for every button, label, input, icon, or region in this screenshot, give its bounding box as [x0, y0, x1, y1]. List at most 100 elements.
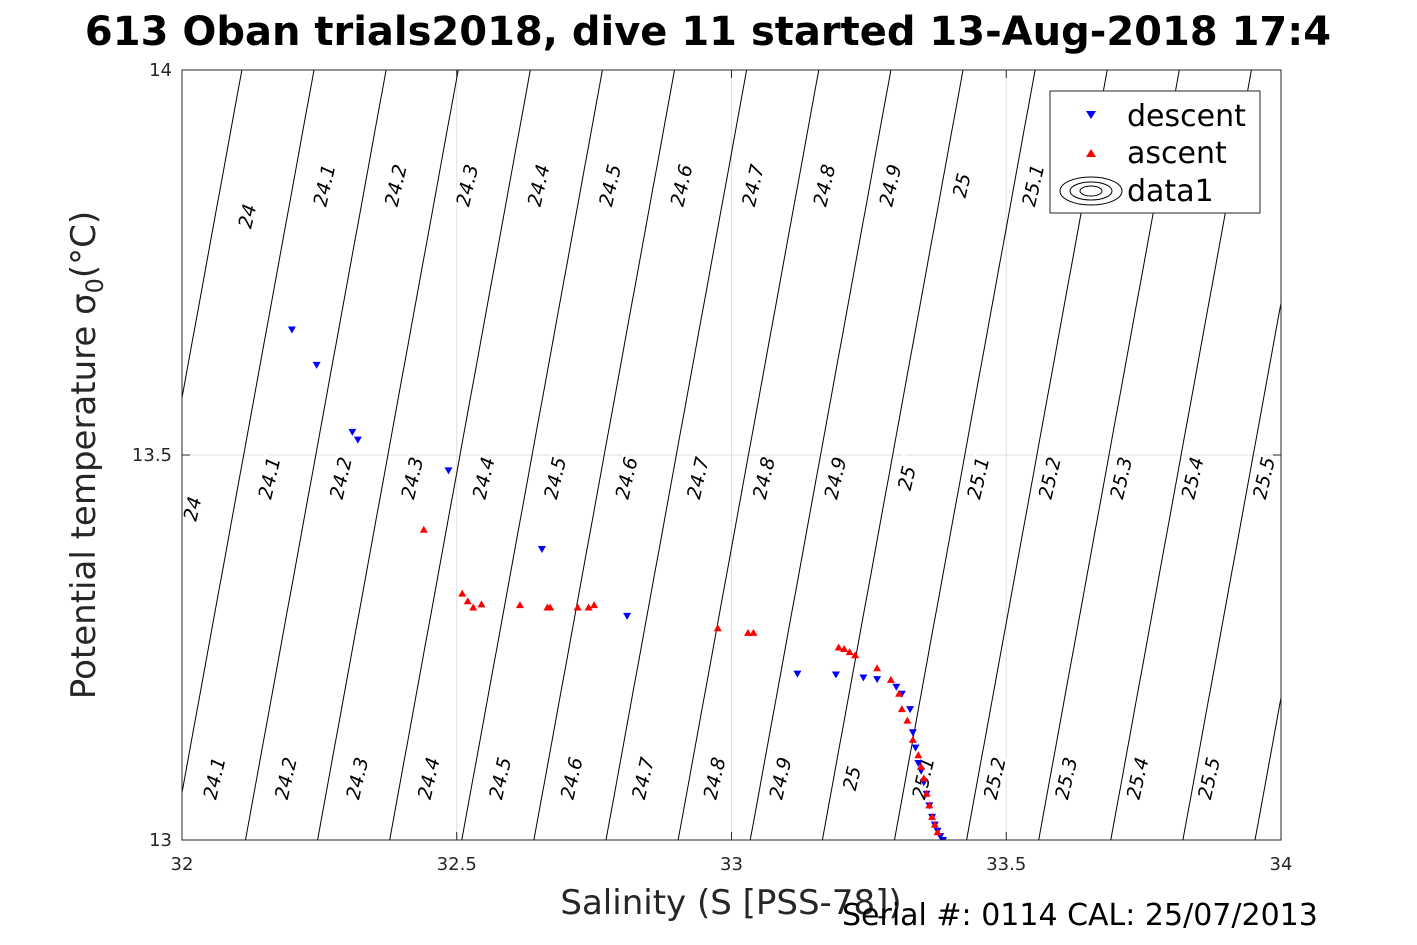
legend: descent ascent data1: [1049, 90, 1261, 214]
contour-label-bg: [1123, 754, 1153, 803]
contour-label-bg: [1106, 454, 1137, 502]
descent-point: [831, 671, 840, 679]
contour-label-bg: [628, 754, 659, 803]
contour-label-bg: [271, 754, 302, 803]
contour-label: 24: [235, 202, 262, 231]
contour-label-bg: [810, 161, 840, 210]
contour-line: [605, 70, 748, 840]
y-tick-label: 14: [149, 60, 172, 81]
ascent-point: [834, 643, 843, 651]
contour-label-bg: [178, 485, 208, 533]
chart-title: 613 Oban trials2018, dive 11 started 13-…: [85, 9, 1331, 55]
descent-point: [873, 676, 882, 684]
y-axis-ticks: 13 13.5 14: [132, 60, 1281, 851]
y-axis-label-subscript: 0: [81, 278, 109, 293]
descent-point: [312, 361, 321, 369]
contour-label-bg: [892, 454, 923, 502]
contour-label-bg: [326, 454, 357, 502]
ascent-point: [463, 597, 472, 605]
legend-ascent-marker: [1086, 149, 1096, 157]
contour-label-bg: [821, 454, 851, 502]
contour-label-bg: [1019, 161, 1049, 210]
contour-label-bg: [310, 161, 340, 210]
contour-line: [245, 70, 387, 840]
x-tick-label: 33.5: [986, 854, 1026, 875]
contour-label-bg: [414, 754, 444, 803]
contour-label-bg: [255, 454, 285, 502]
descent-point: [914, 760, 923, 767]
contour-label-bg: [595, 161, 626, 210]
contour-line: [1254, 695, 1281, 840]
contour-label-bg: [381, 161, 411, 210]
ascent-point: [546, 603, 555, 611]
contour-label: 24: [180, 495, 207, 524]
contour-label-bg: [612, 454, 642, 502]
contour-label-bg: [700, 754, 730, 803]
descent-point: [892, 683, 901, 691]
ascent-point: [873, 664, 882, 672]
contour-label-bg: [964, 454, 994, 502]
serial-calibration-text: Serial #: 0114 CAL: 25/07/2013: [842, 898, 1318, 933]
contour-label-bg: [1052, 754, 1082, 803]
ascent-point: [917, 762, 926, 770]
contour-label-bg: [233, 192, 263, 240]
legend-descent-marker: [1086, 111, 1096, 119]
y-axis-label-unit: (°C): [64, 211, 104, 278]
ascent-point: [922, 789, 931, 797]
descent-point: [537, 545, 546, 553]
contour-label-bg: [947, 161, 977, 210]
legend-descent-label: descent: [1127, 99, 1246, 134]
ascent-point: [886, 675, 895, 683]
contour-label-bg: [667, 161, 697, 210]
contour-label-bg: [980, 754, 1010, 803]
ascent-point: [933, 828, 942, 836]
ascent-point: [914, 751, 923, 759]
contour-label: 25: [949, 171, 976, 200]
legend-box: [1049, 90, 1261, 214]
ascent-point: [713, 624, 722, 632]
descent-point: [353, 436, 362, 444]
ascent-point: [584, 603, 593, 611]
contour-label-bg: [1035, 454, 1065, 502]
ascent-point: [930, 820, 939, 828]
contour-label-bg: [398, 454, 428, 502]
contour-label-bg: [766, 754, 796, 803]
descent-point: [793, 670, 802, 678]
contour-label: 25: [894, 464, 921, 493]
contour-line: [1327, 70, 1417, 840]
contour-label-bg: [837, 754, 868, 803]
data-markers: [287, 326, 948, 840]
ascent-point: [573, 603, 582, 611]
contour-line: [317, 70, 459, 840]
y-axis-label-main: Potential temperature σ: [64, 293, 104, 699]
contour-label-bg: [540, 454, 571, 502]
ascent-point: [749, 628, 758, 636]
contour-label-bg: [469, 454, 499, 502]
contour-label-bg: [557, 754, 587, 803]
contour-label-bg: [1249, 454, 1280, 502]
descent-point: [908, 729, 917, 737]
ascent-point: [590, 601, 599, 609]
descent-point: [287, 326, 296, 334]
ascent-point: [419, 525, 428, 533]
contour-line: [1182, 300, 1281, 840]
contour-label-bg: [738, 161, 769, 210]
x-tick-label: 33: [720, 854, 743, 875]
y-tick-label: 13.5: [132, 445, 172, 466]
ascent-point: [477, 600, 486, 608]
contour-label-bg: [749, 454, 780, 502]
ascent-point: [743, 628, 752, 636]
ascent-point: [469, 603, 478, 611]
descent-point: [623, 612, 632, 620]
ascent-point: [903, 716, 912, 724]
contour-line: [461, 70, 603, 840]
descent-point: [444, 467, 453, 475]
contour-line: [533, 70, 675, 840]
contour-line: [677, 70, 820, 840]
y-axis-label: Potential temperature σ0(°C): [64, 211, 109, 699]
legend-data1-label: data1: [1127, 174, 1214, 209]
ascent-point: [895, 689, 904, 697]
contour-label-bg: [1178, 454, 1208, 502]
contour-line: [182, 70, 315, 796]
